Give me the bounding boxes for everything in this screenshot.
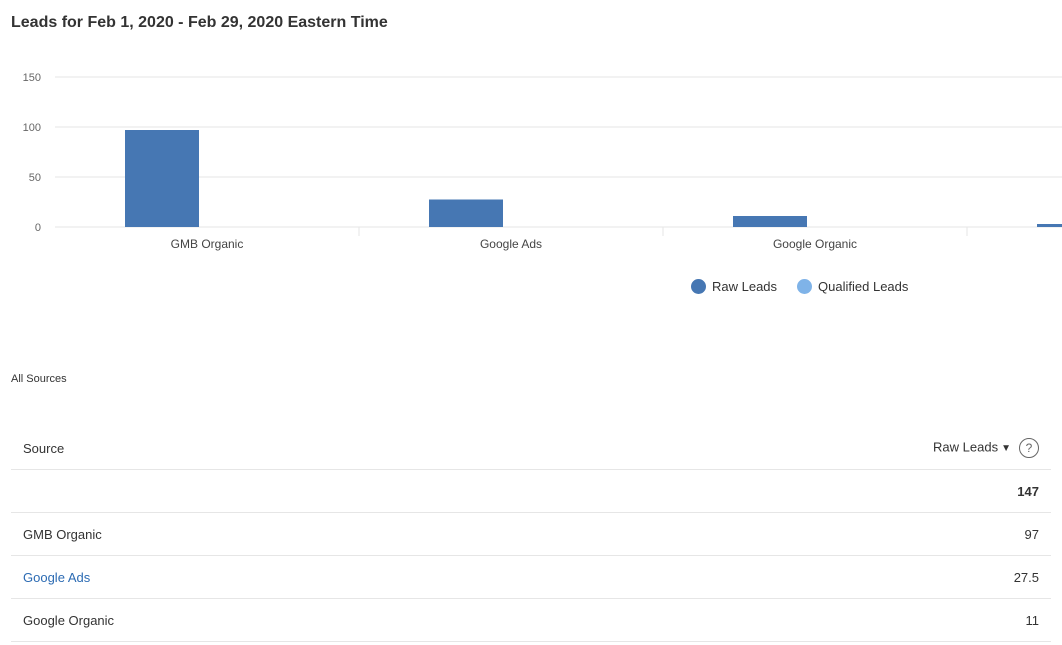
- y-tick-label: 100: [23, 122, 41, 134]
- raw-leads-value: 11: [499, 598, 1051, 642]
- table-row: GMB Organic 97: [11, 512, 1051, 556]
- bar-raw-leads: [1037, 224, 1062, 227]
- sources-table: Source Raw Leads ▼? 147 GMB Organic 97 Go…: [11, 427, 1051, 642]
- y-tick-label: 0: [35, 222, 41, 234]
- bar-raw-leads: [733, 216, 807, 227]
- x-tick-label: GMB Organic: [171, 237, 244, 251]
- legend-item-raw-leads[interactable]: Raw Leads: [691, 279, 777, 294]
- source-google-organic: Google Organic: [11, 598, 500, 642]
- source-gmb-organic: GMB Organic: [11, 512, 500, 556]
- page-title: Leads for Feb 1, 2020 - Feb 29, 2020 Eas…: [11, 14, 388, 31]
- x-tick-label: Google Ads: [480, 237, 542, 251]
- sort-desc-icon[interactable]: ▼: [1001, 443, 1011, 455]
- legend-item-qualified-leads[interactable]: Qualified Leads: [797, 279, 908, 294]
- raw-leads-value: 97: [499, 512, 1051, 556]
- legend-label-raw-leads: Raw Leads: [712, 279, 778, 294]
- google-ads-link[interactable]: Google Ads: [23, 569, 91, 585]
- raw-leads-swatch-icon: [691, 279, 706, 294]
- source-column-header: Source: [11, 427, 500, 470]
- bar-raw-leads: [429, 199, 503, 227]
- section-label: All Sources: [11, 373, 67, 385]
- y-tick-label: 150: [23, 72, 41, 84]
- total-label-cell: [11, 469, 500, 513]
- table-header-row: Source Raw Leads ▼?: [11, 427, 1051, 470]
- leads-bar-chart: 0 50 100 150 GMB Organic Google Ads Google Org…: [23, 72, 1062, 251]
- x-tick-label: Google Organic: [773, 237, 857, 251]
- total-raw-leads: 147: [499, 469, 1051, 513]
- help-icon[interactable]: ?: [1019, 438, 1039, 458]
- qualified-leads-swatch-icon: [797, 279, 813, 294]
- legend-label-qualified-leads: Qualified Leads: [818, 279, 909, 294]
- raw-leads-value: 27.5: [499, 555, 1051, 599]
- raw-leads-column-header[interactable]: Raw Leads ▼?: [499, 427, 1051, 470]
- table-row: Google Ads 27.5: [11, 555, 1051, 599]
- chart-legend: Raw Leads Qualified Leads: [691, 279, 928, 294]
- source-google-ads-link[interactable]: Google Ads: [11, 555, 500, 599]
- bar-raw-leads: [125, 130, 199, 227]
- table-row: Google Organic 11: [11, 598, 1051, 642]
- y-tick-label: 50: [29, 172, 41, 184]
- raw-leads-header-label[interactable]: Raw Leads: [933, 439, 999, 455]
- total-row: 147: [11, 469, 1051, 513]
